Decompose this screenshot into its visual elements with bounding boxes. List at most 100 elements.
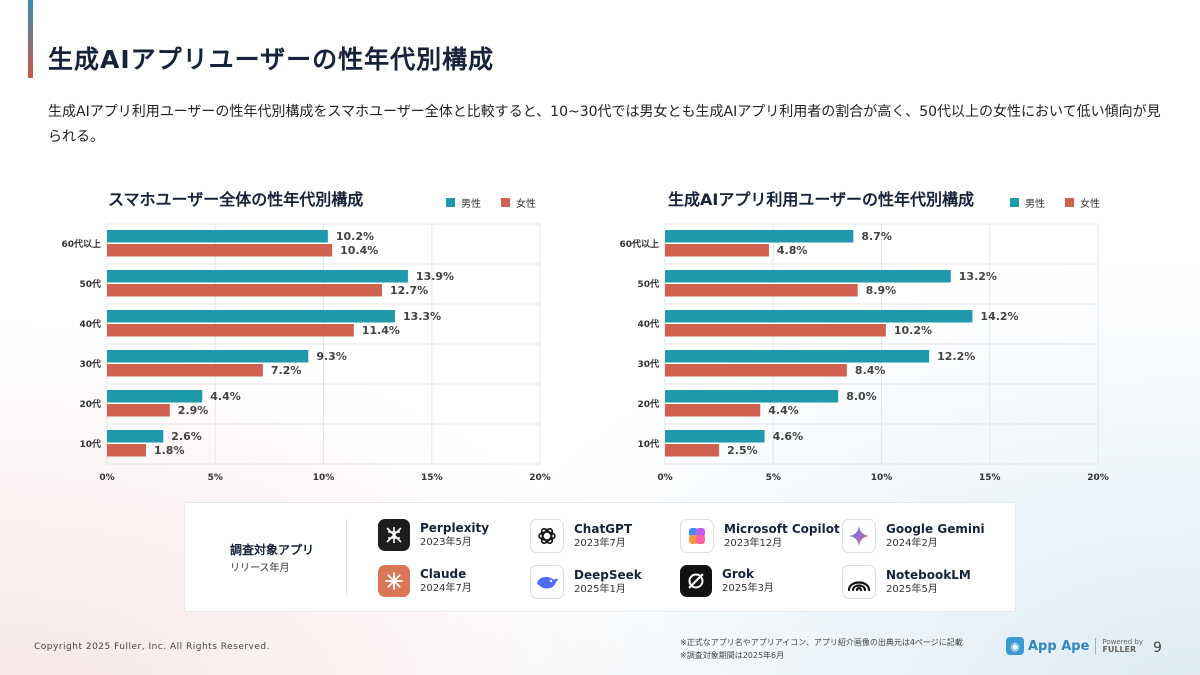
notebooklm-icon: [842, 565, 876, 599]
bar-male: [665, 430, 765, 443]
app-date: 2025年3月: [722, 582, 774, 594]
apps-panel-label: 調査対象アプリ: [230, 543, 315, 557]
app-name: DeepSeek: [574, 567, 642, 582]
category-label: 20代: [637, 398, 659, 410]
x-tick-label: 0%: [657, 473, 672, 483]
data-label: 7.2%: [271, 364, 302, 377]
data-label: 1.8%: [154, 444, 185, 457]
x-tick-label: 15%: [421, 473, 443, 483]
app-name: Google Gemini: [886, 521, 985, 536]
fuller-logo: Powered by FULLER: [1102, 638, 1143, 654]
data-label: 10.2%: [894, 324, 932, 337]
app-date: 2023年7月: [574, 537, 626, 549]
chart-2-plot: 0% 5% 10% 15% 20% 60代以上 8.7% 4.8% 50代 13.2% 8.9% 40…: [619, 223, 1109, 483]
legend-female-swatch: [1065, 198, 1074, 207]
data-label: 4.4%: [210, 390, 241, 403]
legend-male-swatch: [1010, 198, 1019, 207]
app-ape-logo-icon: ◉: [1006, 637, 1024, 655]
bar-female: [665, 284, 858, 297]
app-notebooklm: NotebookLM 2025年5月: [842, 565, 971, 599]
x-tick-label: 20%: [529, 473, 551, 483]
data-label: 4.4%: [768, 404, 799, 417]
category-label: 50代: [637, 278, 659, 290]
legend-female: 女性: [501, 195, 536, 210]
bar-male: [107, 350, 309, 363]
bar-female: [107, 404, 170, 417]
perplexity-icon: [378, 519, 410, 551]
category-label: 20代: [79, 398, 101, 410]
app-date: 2023年12月: [724, 537, 783, 549]
data-label: 12.2%: [937, 350, 975, 363]
bar-female: [107, 284, 382, 297]
category-label: 30代: [79, 358, 101, 370]
app-date: 2023年5月: [420, 536, 472, 548]
data-label: 8.7%: [861, 230, 892, 243]
x-tick-label: 10%: [313, 473, 335, 483]
logo-powered: Powered by: [1102, 638, 1143, 646]
data-label: 10.4%: [340, 244, 378, 257]
footnote: ※調査対象期間は2025年6月: [680, 651, 785, 660]
app-copilot: Microsoft Copilot 2023年12月: [680, 519, 840, 553]
category-label: 60代以上: [619, 238, 659, 250]
bar-male: [665, 270, 951, 283]
data-label: 11.4%: [362, 324, 400, 337]
data-label: 13.3%: [403, 310, 441, 323]
app-grok: Grok 2025年3月: [680, 565, 774, 597]
category-label: 10代: [637, 438, 659, 450]
app-name: ChatGPT: [574, 521, 633, 536]
data-label: 13.2%: [959, 270, 997, 283]
chart-2-title: 生成AIアプリ利用ユーザーの性年代別構成: [668, 190, 975, 209]
data-label: 12.7%: [390, 284, 428, 297]
app-name: Claude: [420, 566, 467, 581]
data-label: 8.0%: [846, 390, 877, 403]
apps-panel-divider: [346, 519, 347, 595]
footnote: ※正式なアプリ名やアプリアイコン、アプリ紹介画像の出典元は4ページに記載: [680, 638, 963, 647]
x-tick-label: 15%: [979, 473, 1001, 483]
bar-male: [107, 310, 395, 323]
chatgpt-icon: [530, 519, 564, 553]
deepseek-icon: [530, 565, 564, 599]
bar-male: [107, 430, 164, 443]
x-tick-label: 0%: [99, 473, 114, 483]
app-perplexity: Perplexity 2023年5月: [378, 519, 489, 551]
bar-male: [665, 310, 973, 323]
data-label: 13.9%: [416, 270, 454, 283]
bar-female: [665, 404, 761, 417]
app-deepseek: DeepSeek 2025年1月: [530, 565, 642, 599]
bar-male: [107, 230, 328, 243]
logo-separator: [1095, 638, 1097, 654]
app-date: 2024年2月: [886, 537, 938, 549]
data-label: 8.9%: [866, 284, 897, 297]
category-label: 50代: [79, 278, 101, 290]
legend-male: 男性: [446, 195, 481, 210]
chart-1-title: スマホユーザー全体の性年代別構成: [108, 190, 364, 209]
data-label: 9.3%: [316, 350, 347, 363]
bar-male: [107, 390, 203, 403]
category-label: 60代以上: [61, 238, 101, 250]
bar-female: [665, 244, 769, 257]
page-number: 9: [1153, 640, 1162, 656]
category-label: 30代: [637, 358, 659, 370]
category-label: 40代: [79, 318, 101, 330]
legend-male: 男性: [1010, 195, 1045, 210]
x-tick-label: 10%: [871, 473, 893, 483]
category-label: 40代: [637, 318, 659, 330]
data-label: 2.6%: [171, 430, 202, 443]
logo-text: App Ape: [1028, 638, 1090, 654]
footnotes: ※正式なアプリ名やアプリアイコン、アプリ紹介画像の出典元は4ページに記載 ※調査…: [680, 636, 963, 662]
app-date: 2025年5月: [886, 583, 938, 595]
title-accent-bar: [28, 0, 33, 78]
legend-female-swatch: [501, 198, 510, 207]
gemini-icon: [842, 519, 876, 553]
bar-female: [665, 324, 886, 337]
data-label: 10.2%: [336, 230, 374, 243]
claude-icon: [378, 565, 410, 597]
app-name: NotebookLM: [886, 567, 971, 582]
page-description: 生成AIアプリ利用ユーザーの性年代別構成をスマホユーザー全体と比較すると、10~…: [48, 104, 1161, 145]
apps-panel: 調査対象アプリ リリース年月 Perplexity 2023年5月 ChatGPT…: [184, 502, 1016, 612]
data-label: 8.4%: [855, 364, 886, 377]
data-label: 4.6%: [773, 430, 804, 443]
app-ape-logo: ◉ App Ape Powered by FULLER: [1006, 637, 1143, 655]
app-gemini: Google Gemini 2024年2月: [842, 519, 985, 553]
data-label: 4.8%: [777, 244, 808, 257]
